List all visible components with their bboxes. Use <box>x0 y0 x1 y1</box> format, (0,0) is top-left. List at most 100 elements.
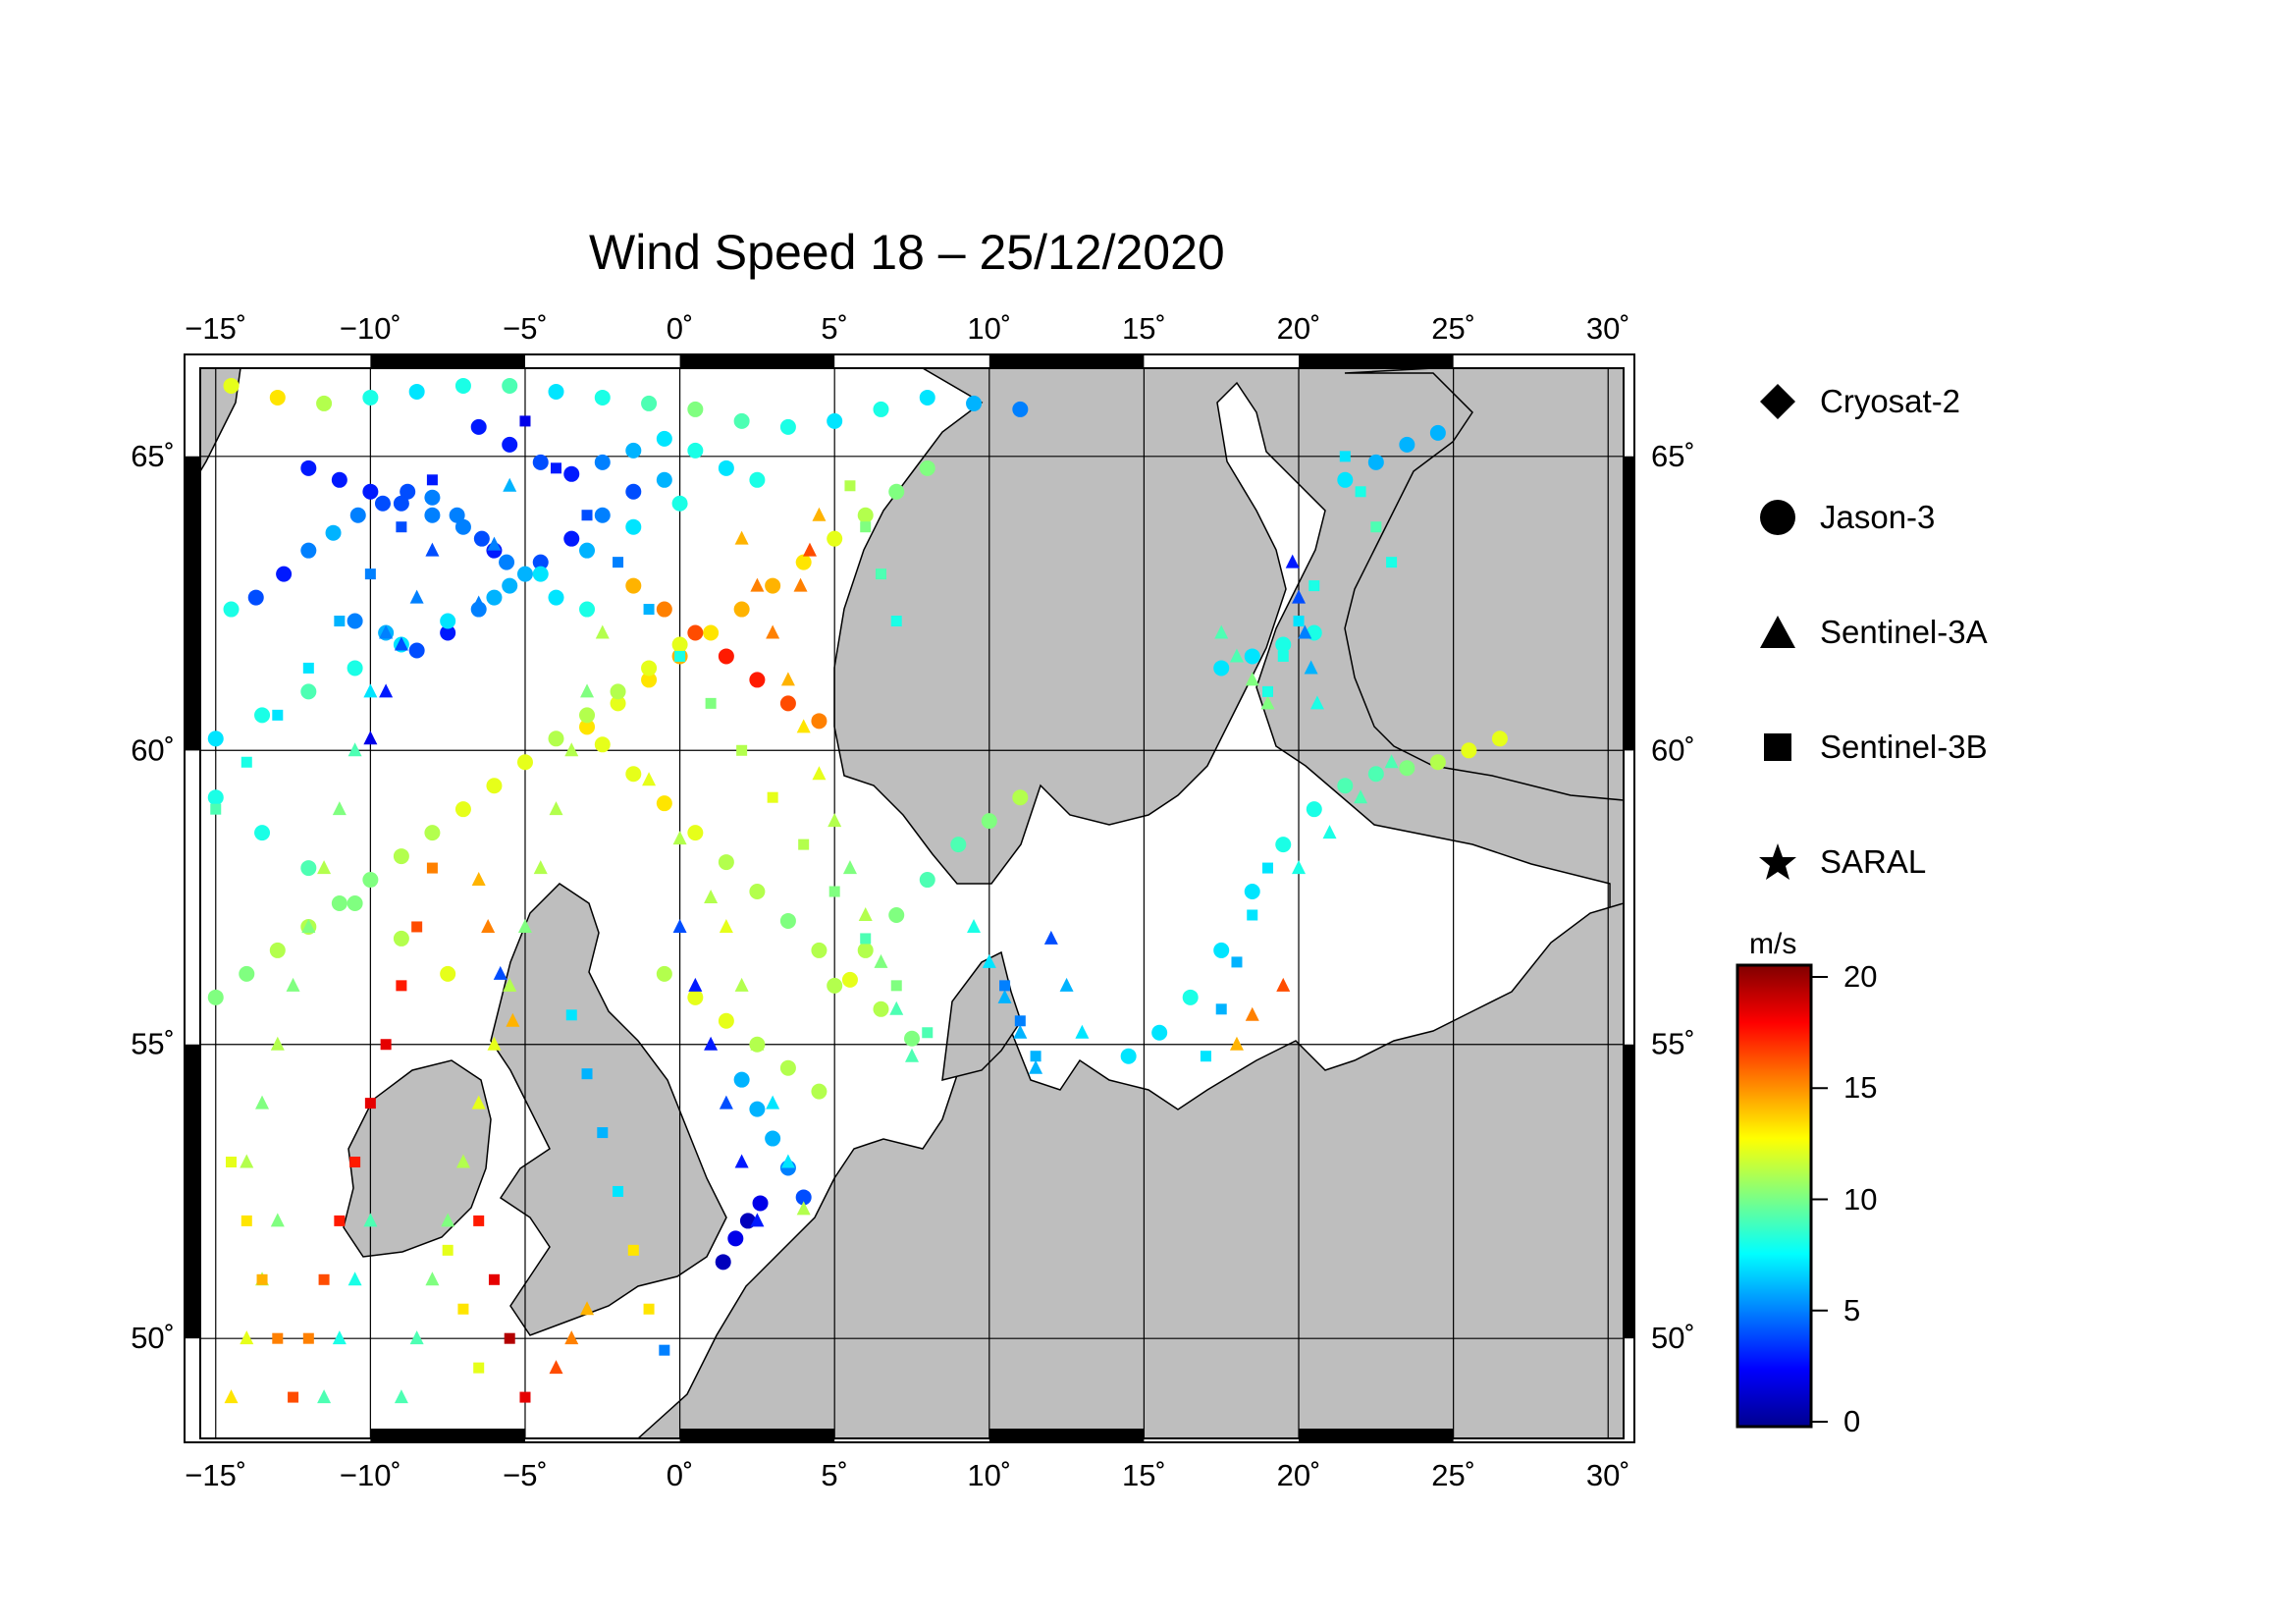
sentinel-3a-point <box>332 1330 347 1345</box>
lat-tick-label-left: 55˚ <box>131 1027 175 1061</box>
jason-3-point <box>594 507 611 523</box>
sentinel-3a-point <box>564 1330 579 1345</box>
jason-3-point <box>811 1083 828 1100</box>
sentinel-3b-point <box>659 1344 670 1356</box>
lon-tick-label-top: 0˚ <box>667 311 694 346</box>
legend-item-sentinel-3b: Sentinel-3B <box>1757 718 1988 777</box>
sentinel-3b-point <box>519 415 531 427</box>
jason-3-point <box>779 418 796 435</box>
sentinel-3a-point <box>493 965 507 980</box>
legend-label: Sentinel-3A <box>1820 614 1988 650</box>
sentinel-3b-point <box>349 1157 361 1168</box>
jason-3-point <box>516 566 533 582</box>
colorbar-ticks <box>1811 976 1828 1423</box>
sentinel-3b-point <box>426 474 438 486</box>
sentinel-3b-point <box>302 1332 314 1344</box>
legend-item-sentinel-3a: Sentinel-3A <box>1757 603 1988 662</box>
jason-3-point <box>1012 401 1029 417</box>
sentinel-3b-point <box>364 568 376 580</box>
sentinel-3b-point <box>396 980 407 992</box>
sentinel-3a-point <box>1214 624 1229 639</box>
sentinel-3a-point <box>734 977 749 992</box>
jason-3-point <box>1399 436 1415 453</box>
jason-3-point <box>223 377 240 394</box>
sentinel-3a-point <box>1260 695 1275 710</box>
sentinel-3a-point <box>455 1154 470 1168</box>
colorbar <box>1735 963 1813 1429</box>
continent-land <box>636 902 1624 1438</box>
jason-3-point <box>1275 837 1292 853</box>
jason-3-point <box>440 965 456 982</box>
lat-tick-label-right: 60˚ <box>1651 732 1695 767</box>
lat-tick-label-left: 60˚ <box>131 732 175 767</box>
legend-label: Jason-3 <box>1820 499 1936 535</box>
jason-3-point <box>641 395 658 411</box>
jason-3-point <box>733 601 750 618</box>
jason-3-point <box>393 848 409 865</box>
colorbar-tick-label: 20 <box>1843 959 1878 994</box>
jason-3-point <box>904 1030 920 1047</box>
jason-3-point <box>733 1071 750 1088</box>
jason-3-point <box>827 977 843 994</box>
jason-3-point <box>499 554 515 570</box>
sentinel-3a-point <box>549 1360 563 1375</box>
jason-3-point <box>857 507 874 523</box>
lon-tick-label-top: 20˚ <box>1277 311 1321 346</box>
sentinel-3a-point <box>503 477 517 492</box>
sentinel-3b-point <box>457 1303 469 1315</box>
sentinel-3a-point <box>1292 860 1307 875</box>
jason-3-point <box>779 1059 796 1076</box>
jason-3-point <box>316 395 333 411</box>
sentinel-3b-point <box>240 1215 252 1226</box>
jason-3-point <box>1337 471 1354 488</box>
gridlines <box>200 368 1624 1438</box>
sentinel-3a-point <box>802 542 817 557</box>
jason-3-point <box>765 1130 781 1147</box>
jason-3-point <box>749 672 766 688</box>
jason-3-point <box>671 495 688 512</box>
sentinel-3a-point <box>409 589 424 604</box>
lon-tick-label-top: 25˚ <box>1431 311 1475 346</box>
iceland-land <box>200 368 241 473</box>
sentinel-3a-point <box>889 1001 904 1015</box>
sentinel-3a-point <box>719 918 733 933</box>
jason-3-point <box>625 577 642 594</box>
triangle-icon <box>1757 612 1798 653</box>
jason-3-point <box>1399 760 1415 777</box>
lon-tick-label-bottom: 30˚ <box>1586 1458 1630 1492</box>
jason-3-point <box>516 754 533 771</box>
jason-3-point <box>362 389 379 406</box>
jason-3-point <box>347 660 363 676</box>
sentinel-3a-point <box>1245 672 1259 686</box>
circle-icon <box>1757 497 1798 538</box>
sentinel-3b-point <box>860 933 872 945</box>
star-icon <box>1757 841 1798 883</box>
sentinel-3a-point <box>471 872 486 887</box>
frame-bar-top <box>988 354 1145 368</box>
jason-3-point <box>749 1101 766 1117</box>
ireland-land <box>343 1059 492 1258</box>
map-frame <box>199 367 1625 1439</box>
sentinel-3b-point <box>1262 685 1273 697</box>
sentinel-3a-point <box>905 1048 919 1062</box>
jason-3-point <box>950 837 967 853</box>
legend-label: Sentinel-3B <box>1820 729 1988 765</box>
lon-tick-label-bottom: 10˚ <box>967 1458 1011 1492</box>
jason-3-point <box>502 377 518 394</box>
jason-3-point <box>449 507 465 523</box>
jason-3-point <box>779 695 796 712</box>
land-layer <box>200 368 1624 1438</box>
sentinel-3b-point <box>613 557 624 568</box>
jason-3-point <box>374 495 391 512</box>
jason-3-point <box>656 471 672 488</box>
sentinel-3b-point <box>643 604 655 616</box>
jason-3-point <box>1213 942 1230 958</box>
sentinel-3a-point <box>394 1389 408 1404</box>
jason-3-point <box>424 507 441 523</box>
jason-3-point <box>548 383 564 400</box>
jason-3-point <box>811 942 828 958</box>
sentinel-3a-point <box>1322 825 1337 839</box>
jason-3-point <box>687 989 704 1005</box>
sentinel-3a-point <box>750 1036 765 1051</box>
